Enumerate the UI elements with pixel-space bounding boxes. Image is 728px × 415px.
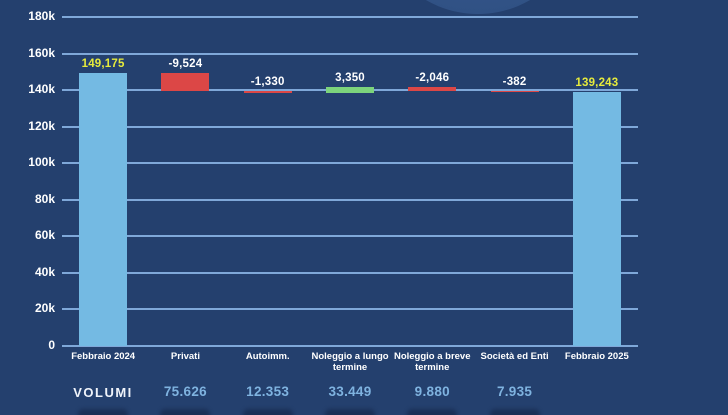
bar-value-label: -1,330 xyxy=(250,75,285,88)
gridline-20k xyxy=(62,308,638,311)
gridline-60k xyxy=(62,235,638,238)
volume-value: 75.626 xyxy=(163,384,207,399)
cutoff-row-hint xyxy=(242,409,293,415)
x-axis-label-noleggio-a-lungo-termine: Noleggio a lungo termine xyxy=(311,351,389,374)
bar-value-label: 139,243 xyxy=(575,76,619,89)
bar-value-label: 149,175 xyxy=(81,58,125,71)
y-axis-tick-label: 20k xyxy=(34,301,55,316)
y-axis-tick-label: 100k xyxy=(28,155,55,170)
waterfall-bar-febbraio-2024 xyxy=(79,73,128,346)
x-axis-label-privati: Privati xyxy=(170,351,200,362)
waterfall-bar-noleggio-a-breve-termine xyxy=(408,87,457,91)
gridline-80k xyxy=(62,198,638,201)
x-axis-label-febbraio-2025: Febbraio 2025 xyxy=(564,351,629,362)
waterfall-bar-societ-ed-enti xyxy=(490,90,539,92)
cutoff-row-hint xyxy=(160,409,211,415)
volume-value: 9.880 xyxy=(414,384,450,399)
volume-value: 7.935 xyxy=(496,384,533,399)
volume-value: 33.449 xyxy=(328,384,372,399)
y-axis-tick-label: 60k xyxy=(34,228,55,243)
x-axis-label-febbraio-2024: Febbraio 2024 xyxy=(71,351,136,362)
x-axis-label-autoimm: Autoimm. xyxy=(245,351,290,362)
gridline-40k xyxy=(62,271,638,274)
y-axis-tick-label: 140k xyxy=(28,82,55,97)
waterfall-bar-autoimm xyxy=(243,90,292,94)
y-axis-tick-label: 0 xyxy=(48,338,55,352)
x-axis-label-societ-ed-enti: Società ed Enti xyxy=(480,351,549,362)
waterfall-bar-noleggio-a-lungo-termine xyxy=(326,87,374,94)
volumes-row-label: VOLUMI xyxy=(73,385,133,400)
y-axis-tick-label: 180k xyxy=(28,9,55,23)
gridline-120k xyxy=(62,125,638,128)
cutoff-row-hint xyxy=(325,409,375,415)
volume-value: 12.353 xyxy=(246,384,290,399)
bar-value-label: -9,524 xyxy=(168,58,203,71)
gridline-160k xyxy=(62,52,638,55)
y-axis-tick-label: 80k xyxy=(34,191,55,206)
y-axis-tick-label: 120k xyxy=(28,118,55,133)
bar-value-label: -382 xyxy=(502,75,527,88)
gridline-180k xyxy=(62,16,638,18)
x-axis-label-noleggio-a-breve-termine: Noleggio a breve termine xyxy=(393,351,471,374)
cutoff-row-hint xyxy=(407,409,458,415)
bar-value-label: 3,350 xyxy=(335,72,365,85)
y-axis-tick-label: 40k xyxy=(34,264,55,279)
bar-value-label: -2,046 xyxy=(415,72,450,85)
cutoff-row-hint xyxy=(489,409,540,415)
gridline-100k xyxy=(62,162,638,165)
waterfall-bar-febbraio-2025 xyxy=(572,91,621,346)
cutoff-row-hint xyxy=(78,409,129,415)
waterfall-bar-privati xyxy=(161,73,210,91)
gridline-0 xyxy=(62,345,638,347)
y-axis-tick-label: 160k xyxy=(28,45,55,60)
